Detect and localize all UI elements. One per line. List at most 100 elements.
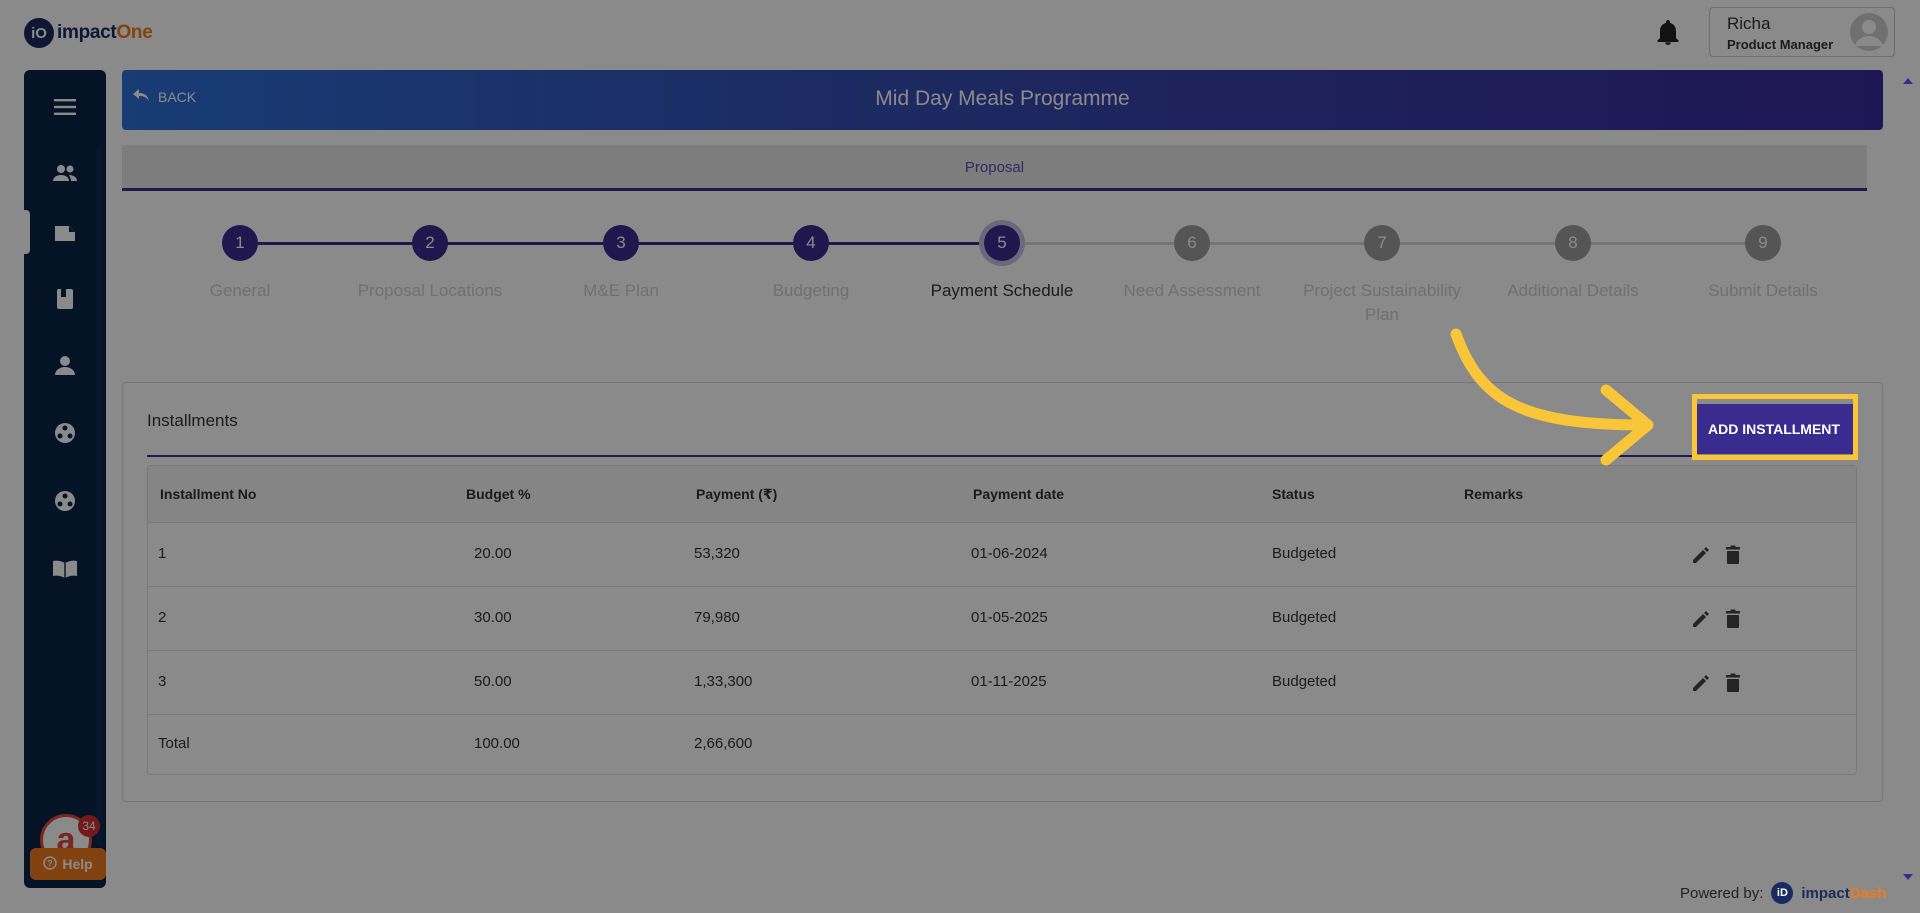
step-1-circle[interactable]: 1 (222, 225, 258, 261)
section-title: Installments (147, 411, 238, 430)
sidebar-scrollbar[interactable] (96, 146, 102, 846)
cell-payment: 1,33,300 (694, 673, 753, 690)
back-button[interactable]: BACK (132, 88, 196, 105)
step-6-circle[interactable]: 6 (1174, 225, 1210, 261)
help-button[interactable]: ? Help (30, 848, 106, 880)
delete-icon[interactable] (1722, 672, 1744, 694)
cell-payment: 53,320 (694, 545, 740, 562)
step-8-circle[interactable]: 8 (1555, 225, 1591, 261)
svg-text:?: ? (48, 858, 54, 868)
open-book-icon[interactable] (50, 556, 80, 582)
delete-icon[interactable] (1722, 608, 1744, 630)
powered-by-label: Powered by: (1680, 884, 1764, 902)
person-icon[interactable] (50, 352, 80, 378)
step-9-label[interactable]: Submit Details (1708, 281, 1818, 300)
installments-table: Installment No Budget % Payment (₹) Paym… (147, 465, 1857, 775)
installments-card: Installments ADD INSTALLMENT Installment… (122, 382, 1883, 802)
tab-label: Proposal (964, 159, 1025, 176)
step-9-circle[interactable]: 9 (1745, 225, 1781, 261)
table-row: 3 50.00 1,33,300 01-11-2025 Budgeted (148, 651, 1856, 715)
help-label: Help (62, 856, 93, 872)
cell-installment-no: 1 (158, 545, 167, 562)
user-name: Richa (1727, 14, 1771, 33)
cell-total-budget: 100.00 (474, 735, 520, 752)
column-header: Budget % (466, 486, 531, 502)
step-3-circle[interactable]: 3 (603, 225, 639, 261)
column-header: Installment No (160, 486, 257, 502)
cell-budget: 20.00 (474, 545, 512, 562)
step-1-label[interactable]: General (209, 281, 271, 300)
table-total-row: Total 100.00 2,66,600 (148, 715, 1856, 775)
sidebar-active-marker (24, 210, 30, 254)
edit-icon[interactable] (1690, 672, 1712, 694)
delete-icon[interactable] (1722, 544, 1744, 566)
top-bar: iO impactOne Richa Product Manager (0, 0, 1920, 66)
logo-badge: iO (24, 18, 54, 48)
table-row: 2 30.00 79,980 01-05-2025 Budgeted (148, 587, 1856, 651)
back-label: BACK (158, 88, 197, 105)
section-divider (147, 455, 1805, 457)
step-4-circle[interactable]: 4 (793, 225, 829, 261)
brand-badge: iD (1771, 882, 1794, 904)
logo-text-main: impact (57, 22, 117, 43)
user-menu[interactable]: Richa Product Manager (1709, 7, 1895, 57)
cell-payment: 79,980 (694, 609, 740, 626)
step-7-circle[interactable]: 7 (1364, 225, 1400, 261)
column-header: Status (1272, 486, 1315, 502)
step-6-label[interactable]: Need Assessment (1123, 281, 1261, 300)
page-title: Mid Day Meals Programme (875, 87, 1130, 110)
edit-icon[interactable] (1690, 608, 1712, 630)
notification-bell-icon[interactable] (1656, 20, 1680, 46)
back-arrow-icon (132, 88, 150, 105)
brand-name: impactDash (1801, 885, 1886, 902)
cell-installment-no: 3 (158, 673, 167, 690)
cell-date: 01-11-2025 (971, 673, 1047, 690)
users-icon[interactable] (50, 160, 80, 186)
step-7-label[interactable]: Project Sustainability Plan (1303, 281, 1461, 324)
brand-name-main: impact (1801, 884, 1850, 902)
cell-total-payment: 2,66,600 (694, 735, 753, 752)
book-icon[interactable] (50, 286, 80, 312)
notification-count-badge: 34 (78, 815, 100, 837)
table-row: 1 20.00 53,320 01-06-2024 Budgeted (148, 523, 1856, 587)
table-header: Installment No Budget % Payment (₹) Paym… (148, 466, 1856, 523)
column-header: Payment date (973, 486, 1065, 502)
cell-installment-no: 2 (158, 609, 167, 626)
step-2-circle[interactable]: 2 (412, 225, 448, 261)
app-logo[interactable]: iO impactOne (24, 18, 153, 48)
cell-budget: 30.00 (474, 609, 512, 626)
brand-name-accent: Dash (1849, 884, 1887, 902)
cell-budget: 50.00 (474, 673, 512, 690)
logo-text: impactOne (57, 22, 153, 44)
step-5-circle[interactable]: 5 (984, 225, 1020, 261)
help-circle-icon: ? (43, 855, 58, 873)
column-header: Remarks (1464, 486, 1524, 502)
cell-status: Budgeted (1272, 545, 1337, 562)
step-8-label[interactable]: Additional Details (1507, 281, 1639, 300)
step-5-label[interactable]: Payment Schedule (930, 281, 1074, 300)
network-icon[interactable] (50, 420, 80, 446)
avatar (1850, 13, 1888, 51)
edit-icon[interactable] (1690, 544, 1712, 566)
cell-total-label: Total (158, 735, 190, 752)
page-header-banner: BACK Mid Day Meals Programme (122, 70, 1883, 130)
menu-icon[interactable] (50, 94, 80, 120)
scroll-down-arrow-icon[interactable] (1903, 874, 1913, 880)
step-2-label[interactable]: Proposal Locations (357, 281, 503, 300)
cell-date: 01-05-2025 (971, 609, 1048, 626)
network-icon-2[interactable] (50, 488, 80, 514)
user-role: Product Manager (1727, 37, 1834, 52)
folder-icon[interactable] (50, 220, 80, 246)
footer-powered-by: Powered by: iD impactDash (1680, 882, 1886, 904)
cell-status: Budgeted (1272, 609, 1337, 626)
step-3-label[interactable]: M&E Plan (583, 281, 659, 300)
step-4-label[interactable]: Budgeting (772, 281, 850, 300)
tab-proposal[interactable]: Proposal (122, 145, 1867, 191)
column-header: Payment (₹) (696, 486, 778, 502)
scroll-up-arrow-icon[interactable] (1903, 78, 1913, 84)
sidebar: a 34 ? Help (24, 70, 106, 888)
cell-date: 01-06-2024 (971, 545, 1048, 562)
add-installment-button[interactable]: ADD INSTALLMENT (1699, 407, 1841, 449)
cell-status: Budgeted (1272, 673, 1337, 690)
logo-text-accent: One (116, 22, 153, 43)
